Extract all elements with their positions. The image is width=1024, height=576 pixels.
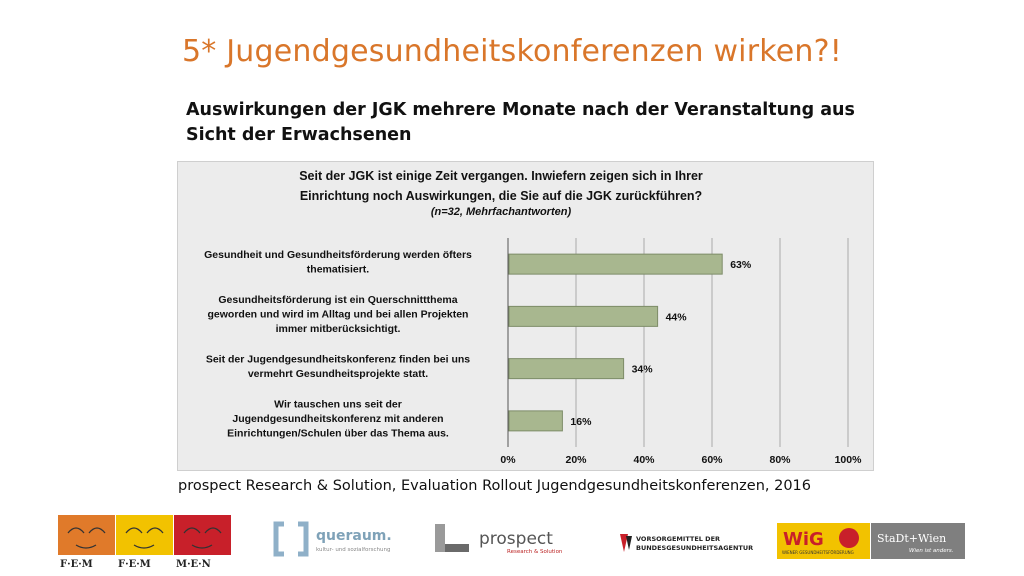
category-label: Einrichtungen/Schulen über das Thema aus…	[227, 427, 449, 439]
prospect-logo: prospect Research & Solution	[435, 524, 563, 555]
category-label: Gesundheit und Gesundheitsförderung werd…	[204, 249, 472, 261]
prospect-mark	[445, 544, 469, 552]
fem-tile-1	[58, 515, 115, 555]
heart-icon	[839, 528, 859, 548]
x-tick-label: 100%	[835, 454, 863, 466]
wig-name: WiG	[783, 529, 824, 550]
prospect-name: prospect	[479, 529, 553, 549]
x-tick-label: 20%	[565, 454, 587, 466]
bracket-icon	[273, 521, 284, 557]
category-label: thematisiert.	[307, 263, 370, 275]
bga-line-1: VORSORGEMITTEL DER	[636, 535, 720, 543]
bga-line-2: BUNDESGESUNDHEITSAGENTUR	[636, 544, 753, 552]
bracket-icon	[298, 521, 309, 557]
bar-value-label: 63%	[730, 259, 752, 271]
queraum-name: queraum.	[316, 528, 392, 544]
bar	[508, 358, 625, 380]
stadt-tile	[871, 523, 965, 559]
queraum-tagline: kultur- und sozialforschung	[316, 547, 390, 553]
slide-subtitle: Auswirkungen der JGK mehrere Monate nach…	[186, 100, 855, 145]
bar-value-label: 34%	[632, 364, 654, 376]
bar	[508, 305, 659, 327]
wig-tagline: WIENER GESUNDHEITSFÖRDERUNG	[782, 550, 854, 555]
fem-tile-2	[116, 515, 173, 555]
stadt-tagline: Wien ist anders.	[909, 548, 954, 554]
fem-label-2: F·E·M	[118, 559, 151, 569]
x-tick-label: 0%	[500, 454, 516, 466]
bar-value-label: 44%	[666, 311, 688, 323]
bar-value-label: 16%	[570, 416, 592, 428]
stadt-name: StaDt+Wien	[877, 532, 946, 545]
chart-title-line: Seit der JGK ist einige Zeit vergangen. …	[299, 169, 703, 183]
bga-logo: VORSORGEMITTEL DER BUNDESGESUNDHEITSAGEN…	[620, 534, 753, 552]
bga-mark	[626, 536, 632, 550]
bga-mark	[620, 534, 628, 552]
logo-bar: F·E·M F·E·M M·E·N queraum. kultur- und s…	[0, 512, 1024, 572]
queraum-logo: queraum. kultur- und sozialforschung	[273, 521, 392, 557]
prospect-mark	[435, 524, 445, 552]
category-label: vermehrt Gesundheitsprojekte statt.	[248, 368, 428, 380]
bar-chart: Seit der JGK ist einige Zeit vergangen. …	[177, 161, 874, 471]
category-label: Wir tauschen uns seit der	[274, 398, 402, 410]
fem-logo: F·E·M F·E·M M·E·N	[58, 515, 231, 569]
chart-title-line: Einrichtung noch Auswirkungen, die Sie a…	[300, 189, 702, 203]
x-tick-label: 40%	[633, 454, 655, 466]
x-tick-label: 80%	[769, 454, 791, 466]
prospect-tagline: Research & Solution	[507, 549, 563, 555]
slide-title: 5* Jugendgesundheitskonferenzen wirken?!	[182, 34, 842, 69]
category-label: immer mitberücksichtigt.	[276, 323, 401, 335]
category-label: Seit der Jugendgesundheitskonferenz find…	[206, 353, 470, 365]
fem-label-3: M·E·N	[176, 559, 211, 569]
source-citation: prospect Research & Solution, Evaluation…	[178, 478, 812, 494]
category-label: Jugendgesundheitskonferenz mit anderen	[232, 413, 443, 425]
chart-canvas: Seit der JGK ist einige Zeit vergangen. …	[204, 169, 863, 466]
chart-subtitle: (n=32, Mehrfachantworten)	[431, 206, 572, 218]
category-label: geworden und wird im Alltag und bei alle…	[208, 308, 469, 320]
bar	[508, 410, 563, 432]
x-tick-label: 60%	[701, 454, 723, 466]
bar	[508, 253, 723, 275]
fem-tile-3	[174, 515, 231, 555]
fem-label-1: F·E·M	[60, 559, 93, 569]
category-label: Gesundheitsförderung ist ein Querschnitt…	[218, 294, 457, 306]
wig-stadt-logo: WiG WIENER GESUNDHEITSFÖRDERUNG StaDt+Wi…	[777, 523, 965, 559]
